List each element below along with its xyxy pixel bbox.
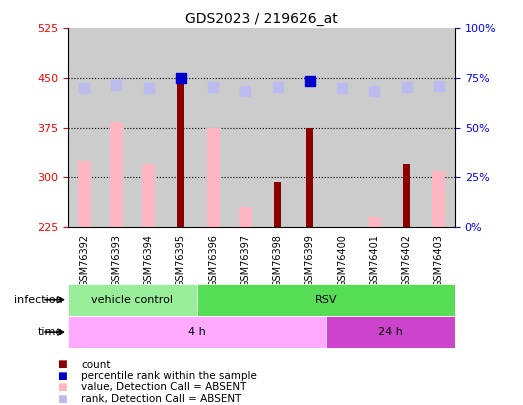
Text: 4 h: 4 h <box>188 327 206 337</box>
Bar <box>177 78 185 227</box>
Bar <box>433 171 445 227</box>
FancyBboxPatch shape <box>68 284 197 316</box>
Point <box>435 83 443 89</box>
Point <box>209 83 218 90</box>
Bar <box>403 164 410 227</box>
Point <box>305 78 314 85</box>
Point <box>112 81 120 88</box>
Point <box>241 88 249 94</box>
Bar <box>110 122 123 227</box>
Point <box>80 85 88 91</box>
Text: percentile rank within the sample: percentile rank within the sample <box>81 371 257 381</box>
Bar <box>78 161 90 227</box>
Text: time: time <box>38 327 63 337</box>
FancyBboxPatch shape <box>197 284 455 316</box>
Point <box>274 83 282 90</box>
Bar <box>207 128 220 227</box>
FancyBboxPatch shape <box>326 316 455 348</box>
Point <box>177 75 185 81</box>
Point <box>338 85 346 91</box>
FancyBboxPatch shape <box>68 316 326 348</box>
Point <box>403 83 411 90</box>
Text: vehicle control: vehicle control <box>92 295 174 305</box>
Text: RSV: RSV <box>315 295 337 305</box>
Text: rank, Detection Call = ABSENT: rank, Detection Call = ABSENT <box>81 394 242 403</box>
Text: count: count <box>81 360 110 369</box>
Title: GDS2023 / 219626_at: GDS2023 / 219626_at <box>185 12 338 26</box>
Bar <box>142 164 155 227</box>
Bar <box>306 128 313 227</box>
Text: ■: ■ <box>58 360 67 369</box>
Bar <box>274 182 281 227</box>
Bar <box>239 207 252 227</box>
Text: 24 h: 24 h <box>378 327 403 337</box>
Bar <box>368 217 381 227</box>
Text: infection: infection <box>14 295 63 305</box>
Text: value, Detection Call = ABSENT: value, Detection Call = ABSENT <box>81 382 246 392</box>
Text: ■: ■ <box>58 394 67 403</box>
Text: ■: ■ <box>58 371 67 381</box>
Point <box>370 88 379 94</box>
Text: ■: ■ <box>58 382 67 392</box>
Point <box>144 85 153 91</box>
